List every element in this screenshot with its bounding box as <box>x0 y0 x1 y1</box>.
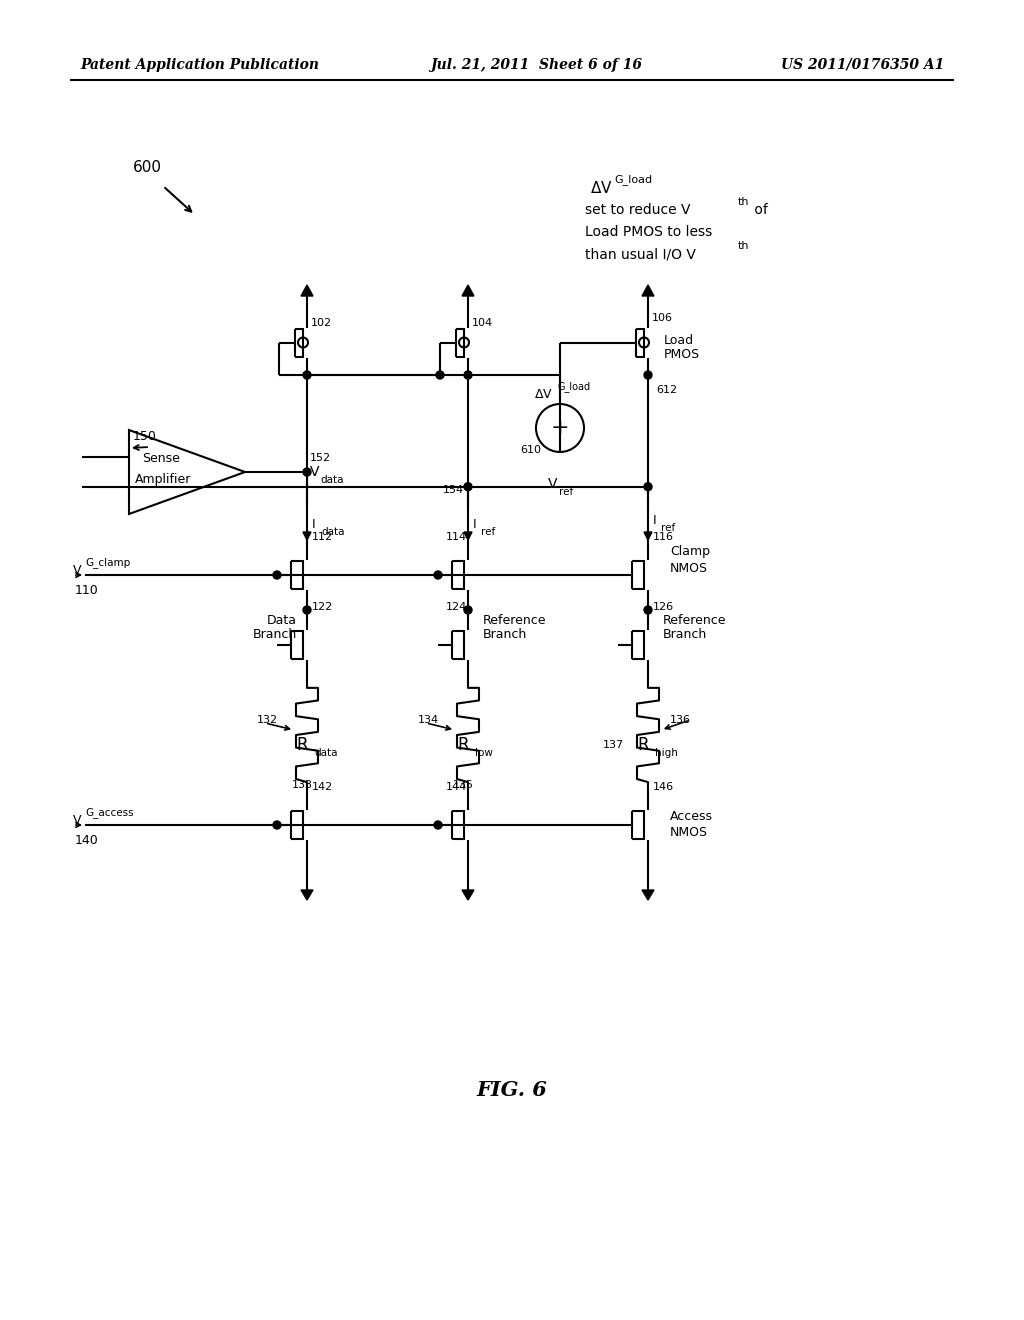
Text: R: R <box>296 737 308 754</box>
Text: 136: 136 <box>670 715 691 725</box>
Text: 126: 126 <box>653 602 674 612</box>
Text: 140: 140 <box>75 833 98 846</box>
Text: PMOS: PMOS <box>664 348 700 362</box>
Text: 142: 142 <box>312 781 333 792</box>
Text: FIG. 6: FIG. 6 <box>476 1080 548 1100</box>
Text: I: I <box>653 513 656 527</box>
Polygon shape <box>303 532 311 540</box>
Text: Branch: Branch <box>253 628 297 642</box>
Text: than usual I/O V: than usual I/O V <box>585 247 696 261</box>
Text: +: + <box>551 418 569 438</box>
Text: 612: 612 <box>656 385 677 395</box>
Polygon shape <box>644 532 652 540</box>
Text: Data: Data <box>267 614 297 627</box>
Text: ref: ref <box>481 527 496 537</box>
Circle shape <box>644 371 652 379</box>
Circle shape <box>303 606 311 614</box>
Text: V: V <box>548 477 557 491</box>
Text: Jul. 21, 2011  Sheet 6 of 16: Jul. 21, 2011 Sheet 6 of 16 <box>430 58 642 73</box>
Circle shape <box>273 572 281 579</box>
Text: 134: 134 <box>418 715 439 725</box>
Text: 152: 152 <box>310 453 331 463</box>
Text: 102: 102 <box>311 318 332 327</box>
Text: Reference: Reference <box>483 614 547 627</box>
Text: 600: 600 <box>133 161 162 176</box>
Text: high: high <box>655 748 678 758</box>
Circle shape <box>644 483 652 491</box>
Polygon shape <box>301 285 313 296</box>
Text: G_clamp: G_clamp <box>85 557 130 568</box>
Circle shape <box>464 371 472 379</box>
Text: 110: 110 <box>75 583 98 597</box>
Polygon shape <box>464 532 472 540</box>
Circle shape <box>464 483 472 491</box>
Text: 146: 146 <box>653 781 674 792</box>
Text: US 2011/0176350 A1: US 2011/0176350 A1 <box>780 58 944 73</box>
Polygon shape <box>642 890 654 900</box>
Text: 116: 116 <box>653 532 674 543</box>
Text: I: I <box>312 517 315 531</box>
Text: Access: Access <box>670 810 713 824</box>
Text: $\Delta$V: $\Delta$V <box>534 388 553 401</box>
Text: V: V <box>310 465 319 479</box>
Text: Clamp: Clamp <box>670 545 710 558</box>
Text: 144: 144 <box>446 781 467 792</box>
Circle shape <box>644 606 652 614</box>
Text: G_load: G_load <box>557 381 590 392</box>
Text: 137: 137 <box>603 741 624 750</box>
Text: ref: ref <box>662 523 675 533</box>
Text: Branch: Branch <box>663 628 708 642</box>
Text: Load PMOS to less: Load PMOS to less <box>585 224 713 239</box>
Text: 106: 106 <box>652 313 673 323</box>
Text: I: I <box>473 517 476 531</box>
Text: NMOS: NMOS <box>670 561 708 574</box>
Text: Amplifier: Amplifier <box>135 474 191 487</box>
Text: th: th <box>738 242 750 251</box>
Polygon shape <box>462 890 474 900</box>
Text: V: V <box>73 565 81 578</box>
Text: 150: 150 <box>133 429 157 442</box>
Circle shape <box>303 469 311 477</box>
Text: 104: 104 <box>472 318 494 327</box>
Circle shape <box>434 572 442 579</box>
Text: R: R <box>637 737 649 754</box>
Text: $\Delta$V: $\Delta$V <box>590 180 612 195</box>
Text: data: data <box>314 748 338 758</box>
Circle shape <box>303 371 311 379</box>
Polygon shape <box>301 890 313 900</box>
Text: low: low <box>475 748 493 758</box>
Text: 610: 610 <box>520 445 541 455</box>
Text: 114: 114 <box>446 532 467 543</box>
Text: 124: 124 <box>446 602 467 612</box>
Text: ref: ref <box>559 487 573 496</box>
Circle shape <box>434 821 442 829</box>
Text: of: of <box>750 203 768 216</box>
Polygon shape <box>642 285 654 296</box>
Text: th: th <box>738 197 750 207</box>
Text: 112: 112 <box>312 532 333 543</box>
Text: Reference: Reference <box>663 614 726 627</box>
Polygon shape <box>462 285 474 296</box>
Text: 122: 122 <box>312 602 333 612</box>
Text: Sense: Sense <box>142 451 180 465</box>
Text: 132: 132 <box>257 715 279 725</box>
Text: G_load: G_load <box>614 174 652 185</box>
Text: V: V <box>73 814 81 828</box>
Text: Branch: Branch <box>483 628 527 642</box>
Text: set to reduce V: set to reduce V <box>585 203 690 216</box>
Text: data: data <box>319 475 343 484</box>
Text: R: R <box>457 737 469 754</box>
Text: 135: 135 <box>453 780 473 789</box>
Text: G_access: G_access <box>85 807 133 818</box>
Text: NMOS: NMOS <box>670 826 708 840</box>
Circle shape <box>436 371 444 379</box>
Circle shape <box>464 606 472 614</box>
Text: Patent Application Publication: Patent Application Publication <box>80 58 319 73</box>
Circle shape <box>273 821 281 829</box>
Text: 133: 133 <box>292 780 312 789</box>
Text: Load: Load <box>664 334 694 346</box>
Text: data: data <box>321 527 344 537</box>
Text: 154: 154 <box>443 484 464 495</box>
